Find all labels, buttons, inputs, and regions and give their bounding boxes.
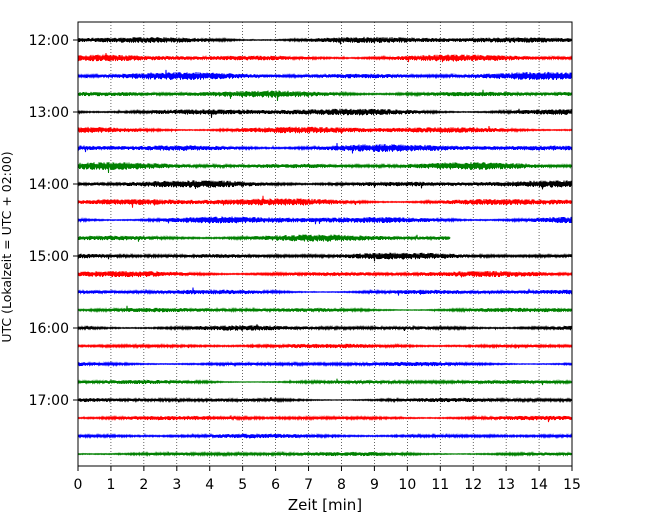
x-tick-label: 6 [271, 477, 280, 493]
x-tick-label: 2 [139, 477, 148, 493]
trace-12-30 [77, 69, 573, 81]
y-tick-label: 16:00 [29, 321, 69, 337]
trace-13-45 [77, 162, 573, 173]
x-tick-label: 4 [205, 477, 214, 493]
trace-15-00 [77, 252, 573, 262]
trace-17-30 [77, 432, 573, 440]
y-axis-ticks: 12:00 13:00 14:00 15:00 16:00 17:00 [29, 33, 78, 409]
trace-15-15 [77, 270, 573, 278]
trace-12-15 [77, 53, 573, 63]
trace-16-15 [77, 342, 573, 350]
trace-12-00 [77, 36, 573, 45]
seismic-traces [77, 36, 573, 458]
x-axis-ticks: 0 1 2 3 4 5 6 7 8 9 10 11 12 13 14 15 [74, 466, 581, 493]
x-tick-label: 11 [431, 477, 449, 493]
trace-14-30 [77, 216, 573, 225]
y-tick-label: 15:00 [29, 249, 69, 265]
x-tick-label: 1 [106, 477, 115, 493]
trace-15-45 [77, 305, 573, 314]
trace-17-00 [77, 396, 573, 404]
trace-17-45 [77, 450, 573, 458]
trace-16-30 [77, 360, 573, 368]
y-tick-label: 13:00 [29, 105, 69, 121]
x-tick-label: 14 [530, 477, 548, 493]
trace-16-45 [77, 378, 573, 386]
x-tick-label: 5 [238, 477, 247, 493]
x-tick-label: 15 [563, 477, 581, 493]
trace-14-45 [77, 234, 451, 242]
x-tick-label: 9 [370, 477, 379, 493]
vertical-grid [110, 22, 540, 466]
trace-14-00 [77, 180, 573, 190]
trace-14-15 [77, 195, 573, 208]
trace-13-15 [77, 126, 573, 134]
x-tick-label: 12 [464, 477, 482, 493]
y-tick-label: 17:00 [29, 393, 69, 409]
x-axis-title: Zeit [min] [288, 496, 362, 514]
trace-15-30 [77, 287, 573, 296]
trace-12-45 [77, 89, 573, 101]
x-tick-label: 7 [304, 477, 313, 493]
x-tick-label: 0 [74, 477, 83, 493]
x-tick-label: 3 [172, 477, 181, 493]
y-tick-label: 12:00 [29, 33, 69, 49]
trace-17-15 [77, 414, 573, 423]
trace-13-30 [77, 142, 573, 154]
y-tick-label: 14:00 [29, 177, 69, 193]
plot-frame [77, 21, 573, 467]
trace-13-00 [77, 108, 573, 118]
trace-16-00 [77, 324, 573, 332]
x-tick-label: 13 [497, 477, 515, 493]
x-tick-label: 8 [337, 477, 346, 493]
x-tick-label: 10 [398, 477, 416, 493]
y-axis-title: UTC (Lokalzeit = UTC + 02:00) [0, 151, 14, 342]
